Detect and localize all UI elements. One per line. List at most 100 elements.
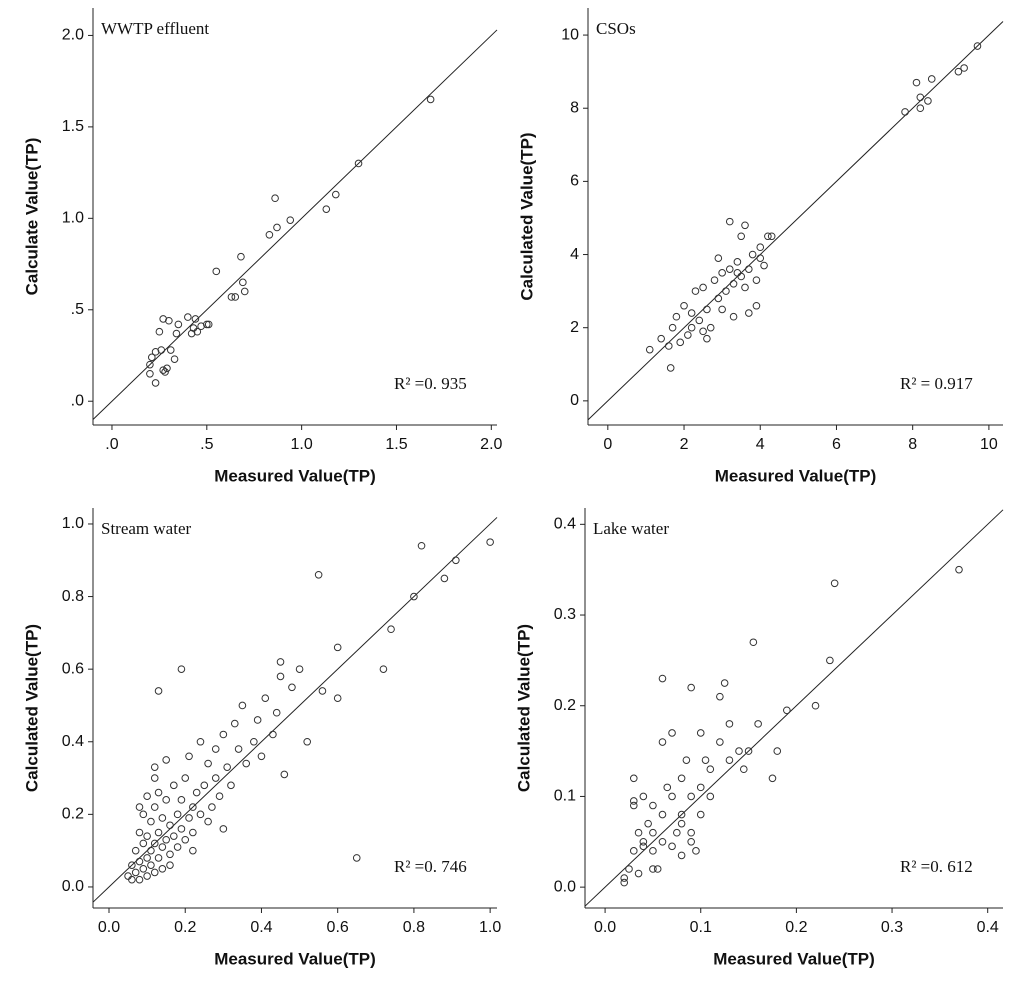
point <box>166 821 174 830</box>
y-tick-label: 8 <box>570 99 579 116</box>
point <box>440 574 449 583</box>
point <box>687 792 695 801</box>
point <box>710 276 719 284</box>
point <box>676 338 685 347</box>
y-tick-label: 2.0 <box>62 27 84 44</box>
point <box>663 783 672 792</box>
point <box>687 683 695 692</box>
point <box>649 847 657 855</box>
point <box>916 104 925 113</box>
annotation: R² =0. 612 <box>900 857 973 876</box>
y-tick-label: 6 <box>570 173 579 190</box>
point <box>737 272 745 281</box>
point <box>165 316 173 325</box>
point <box>280 770 289 779</box>
panel-title: WWTP effluent <box>101 19 209 38</box>
point <box>916 93 925 102</box>
point <box>684 331 692 339</box>
point <box>128 875 136 884</box>
point <box>276 658 285 666</box>
point <box>687 309 696 317</box>
point <box>150 763 159 771</box>
point <box>135 803 144 811</box>
point <box>273 223 281 232</box>
point <box>668 323 677 332</box>
y-tick-label: 10 <box>561 26 579 43</box>
point <box>741 221 749 230</box>
point <box>733 269 742 277</box>
point <box>639 792 648 801</box>
point <box>240 287 249 296</box>
point <box>204 817 212 826</box>
x-tick-label: 1.0 <box>479 919 501 936</box>
point <box>147 353 156 362</box>
point <box>664 342 673 350</box>
point <box>687 828 695 837</box>
x-tick-label: 8 <box>908 436 917 453</box>
point <box>620 878 629 887</box>
point <box>189 803 197 811</box>
point <box>196 810 205 819</box>
y-tick-label: .0 <box>71 392 84 409</box>
x-axis-label: Measured Value(TP) <box>214 949 376 968</box>
x-axis-label: Measured Value(TP) <box>214 466 376 485</box>
point <box>131 868 140 877</box>
point <box>752 301 761 310</box>
point <box>668 842 676 851</box>
point <box>333 694 342 702</box>
point <box>696 810 705 819</box>
point <box>239 278 247 287</box>
point <box>625 865 633 873</box>
point <box>706 792 715 801</box>
point <box>147 846 155 855</box>
x-axis-label: Measured Value(TP) <box>715 466 877 485</box>
point <box>177 825 186 833</box>
point <box>158 864 167 873</box>
point <box>722 287 730 295</box>
point <box>760 261 768 270</box>
point <box>219 825 228 833</box>
point <box>189 846 197 855</box>
point <box>253 716 262 724</box>
point <box>644 819 652 828</box>
point <box>223 763 231 771</box>
point <box>154 828 163 837</box>
panel-title: Stream water <box>101 519 191 538</box>
point <box>208 803 216 811</box>
y-tick-label: 0.2 <box>62 806 84 823</box>
point <box>764 232 772 241</box>
point <box>417 541 426 550</box>
point <box>725 720 734 728</box>
point <box>139 810 148 819</box>
point <box>154 788 163 797</box>
point <box>672 312 681 321</box>
point <box>146 360 154 369</box>
point <box>954 67 963 76</box>
point <box>696 729 705 737</box>
point <box>166 861 174 869</box>
annotation: R² =0. 746 <box>394 857 467 876</box>
x-tick-label: 0.2 <box>174 919 196 936</box>
point <box>720 679 729 687</box>
point <box>673 828 681 837</box>
x-tick-label: 0.3 <box>881 919 903 936</box>
point <box>166 850 174 859</box>
point <box>131 846 140 855</box>
point <box>749 638 758 647</box>
point <box>234 745 243 753</box>
point <box>238 701 247 710</box>
y-tick-label: 4 <box>570 246 579 263</box>
point <box>387 625 395 634</box>
x-tick-label: 0.4 <box>250 919 272 936</box>
point <box>714 294 723 303</box>
point <box>714 254 723 263</box>
x-tick-label: 6 <box>832 436 841 453</box>
y-axis-label: Calculate Value(TP) <box>22 138 41 296</box>
point <box>204 759 212 768</box>
point <box>725 265 734 273</box>
x-tick-label: 2 <box>680 436 689 453</box>
point <box>170 355 179 363</box>
point <box>143 832 151 840</box>
point <box>146 369 154 378</box>
y-tick-label: 0.0 <box>554 878 576 895</box>
